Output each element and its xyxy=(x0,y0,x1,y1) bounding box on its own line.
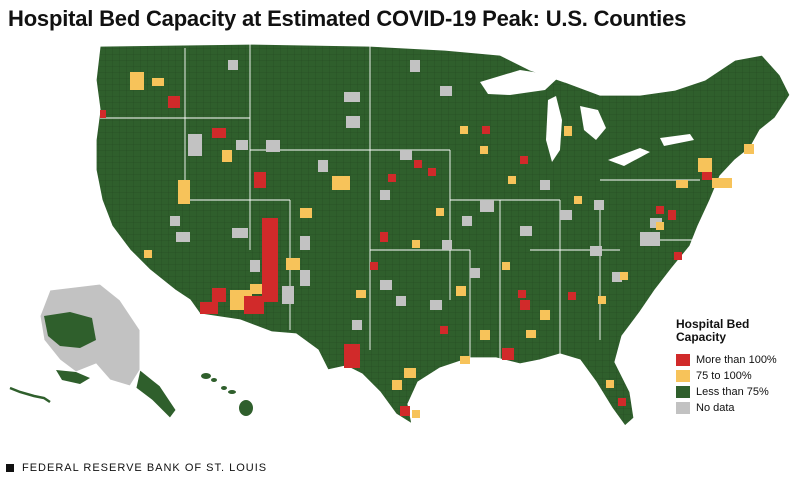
source-text: FEDERAL RESERVE BANK OF ST. LOUIS xyxy=(22,462,268,474)
hawaii-islands xyxy=(201,373,253,416)
map-title: Hospital Bed Capacity at Estimated COVID… xyxy=(8,6,687,31)
legend-swatch-yellow xyxy=(676,370,690,382)
lake-huron xyxy=(580,106,606,140)
legend-items: More than 100% 75 to 100% Less than 75% … xyxy=(676,352,796,416)
legend-label: No data xyxy=(696,402,735,414)
legend-label: More than 100% xyxy=(696,354,777,366)
legend-swatch-gray xyxy=(676,402,690,414)
alaska-peninsula xyxy=(56,370,90,384)
contiguous-us-shape xyxy=(95,43,791,427)
legend-item-less-than-75: Less than 75% xyxy=(676,384,796,400)
alaska-green-coast xyxy=(44,312,96,348)
red-counties xyxy=(100,96,712,416)
lake-ontario xyxy=(660,134,694,146)
legend-item-75-to-100: 75 to 100% xyxy=(676,368,796,384)
footer-square-icon xyxy=(6,464,14,472)
source-footer: FEDERAL RESERVE BANK OF ST. LOUIS xyxy=(6,462,267,474)
legend-title: Hospital Bed Capacity xyxy=(676,317,750,344)
legend-item-more-than-100: More than 100% xyxy=(676,352,796,368)
lake-superior xyxy=(480,70,560,95)
legend-label: 75 to 100% xyxy=(696,370,752,382)
lake-erie xyxy=(608,148,650,166)
alaska-aleutians xyxy=(9,386,51,404)
legend-label: Less than 75% xyxy=(696,386,769,398)
no-data-counties xyxy=(170,60,662,330)
us-county-map xyxy=(9,43,791,427)
yellow-counties xyxy=(130,72,754,418)
legend-swatch-green xyxy=(676,386,690,398)
alaska-panhandle xyxy=(135,369,177,419)
legend-swatch-red xyxy=(676,354,690,366)
map-legend: Hospital Bed Capacity More than 100% 75 … xyxy=(676,318,796,416)
lake-michigan xyxy=(546,96,562,162)
legend-item-no-data: No data xyxy=(676,400,796,416)
